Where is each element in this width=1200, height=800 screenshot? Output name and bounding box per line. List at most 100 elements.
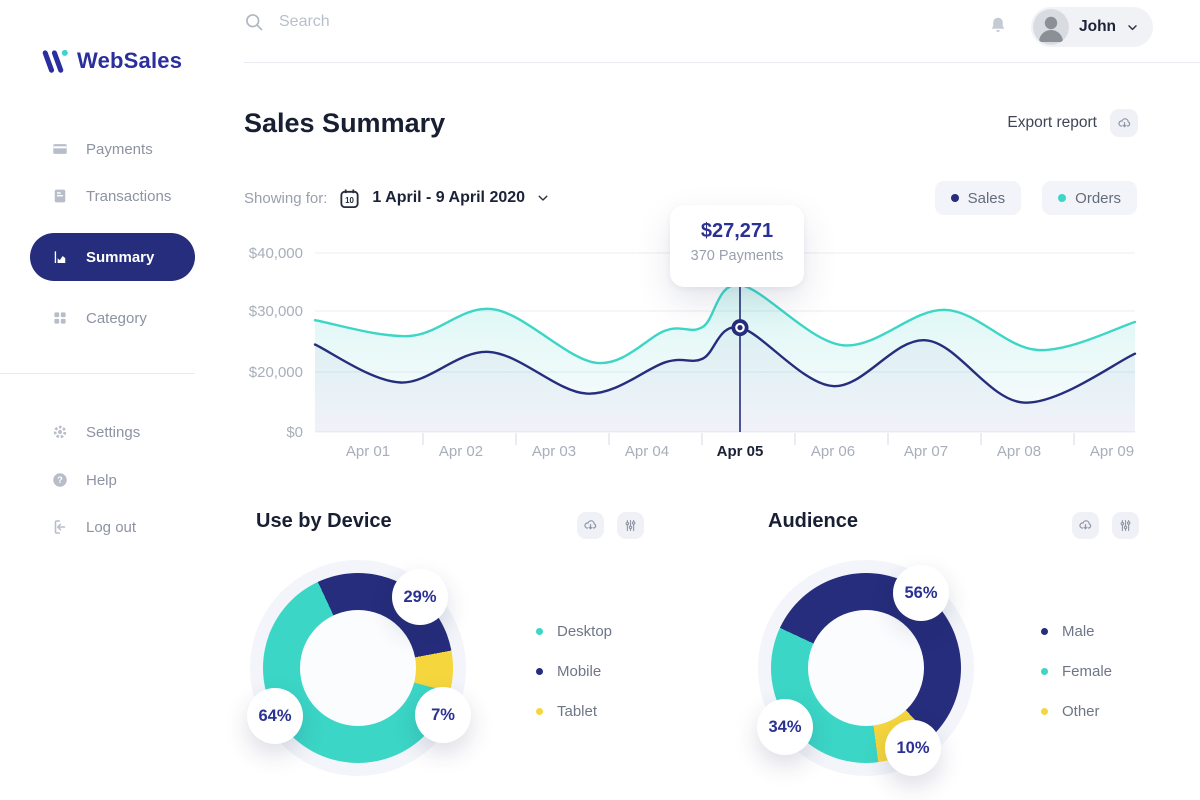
notification-bell-icon[interactable] — [987, 15, 1009, 37]
donut-badge-tablet: 7% — [415, 687, 471, 743]
legend-label: Male — [1062, 622, 1095, 640]
x-axis-label: Apr 01 — [346, 443, 390, 460]
audience-filter-button[interactable] — [1112, 512, 1139, 539]
sidebar-item-help[interactable]: ? Help — [30, 456, 195, 504]
legend-dot — [1041, 627, 1048, 635]
donut-badge-mobile: 29% — [392, 569, 448, 625]
chart-tooltip: $27,271 370 Payments — [670, 205, 804, 287]
sidebar-item-label: Log out — [86, 518, 137, 536]
device-legend: Desktop Mobile Tablet — [536, 622, 612, 720]
sidebar: WebSales Payments Transactions Summary — [0, 0, 195, 800]
area-chart-icon — [54, 251, 66, 263]
device-download-button[interactable] — [577, 512, 604, 539]
device-donut-hole — [300, 610, 416, 726]
date-range-value[interactable]: 1 April - 9 April 2020 — [372, 189, 526, 206]
credit-card-icon — [53, 144, 67, 154]
series-chip-label: Sales — [967, 189, 1006, 207]
sidebar-divider — [0, 373, 195, 374]
search-input[interactable] — [277, 12, 561, 32]
x-axis-label: Apr 02 — [439, 443, 483, 460]
gear-icon — [53, 425, 67, 439]
svg-text:?: ? — [57, 475, 63, 485]
brand-name: WebSales — [77, 48, 183, 73]
search-bar[interactable] — [244, 12, 561, 32]
series-dot — [1058, 194, 1067, 202]
websales-logo-icon — [42, 49, 68, 73]
x-axis-label: Apr 03 — [532, 443, 576, 460]
legend-label: Desktop — [557, 622, 613, 640]
tooltip-subtext: 370 Payments — [690, 248, 784, 264]
audience-panel-title: Audience — [768, 510, 859, 532]
sidebar-item-payments[interactable]: Payments — [30, 125, 195, 173]
sidebar-item-label: Summary — [86, 248, 155, 266]
sidebar-item-logout[interactable]: Log out — [30, 503, 195, 551]
legend-item-mobile[interactable]: Mobile — [536, 662, 612, 680]
audience-donut-chart[interactable] — [771, 573, 961, 763]
y-axis-label: $40,000 — [249, 245, 303, 262]
device-panel-title: Use by Device — [256, 510, 392, 532]
legend-item-desktop[interactable]: Desktop — [536, 622, 612, 640]
sliders-icon — [1120, 519, 1131, 532]
chevron-down-icon[interactable] — [536, 191, 550, 205]
sales-line — [313, 326, 1137, 404]
sliders-icon — [625, 519, 636, 532]
legend-label: Tablet — [557, 702, 598, 720]
sidebar-item-category[interactable]: Category — [30, 294, 195, 342]
device-filter-button[interactable] — [617, 512, 644, 539]
avatar — [1033, 9, 1069, 45]
topbar-divider — [244, 62, 1200, 63]
y-axis-label: $0 — [286, 424, 303, 441]
y-axis-label: $30,000 — [249, 303, 303, 320]
sidebar-item-settings[interactable]: Settings — [30, 408, 195, 456]
legend-dot — [536, 667, 543, 675]
series-chip-label: Orders — [1075, 189, 1121, 207]
cloud-download-icon — [1079, 520, 1092, 530]
x-axis-label: Apr 07 — [904, 443, 948, 460]
legend-item-other[interactable]: Other — [1041, 702, 1112, 720]
logout-icon — [54, 520, 66, 534]
x-axis-label: Apr 08 — [997, 443, 1041, 460]
sidebar-item-summary[interactable]: Summary — [30, 233, 195, 281]
legend-item-male[interactable]: Male — [1041, 622, 1112, 640]
legend-label: Mobile — [557, 662, 602, 680]
x-axis-label: Apr 05 — [717, 443, 764, 460]
sales-orders-line-chart[interactable]: $40,000 $30,000 $20,000 $0 Apr 01 Apr 02 Apr 0… — [244, 240, 1160, 470]
document-icon — [54, 189, 66, 203]
brand-logo[interactable]: WebSales — [40, 46, 182, 76]
page-title: Sales Summary — [244, 108, 446, 138]
series-legend-chips: Sales Orders — [934, 181, 1137, 215]
cloud-download-icon — [1117, 117, 1130, 127]
y-axis-label: $20,000 — [249, 364, 303, 381]
series-chip-sales[interactable]: Sales — [934, 181, 1022, 215]
x-axis-label: Apr 09 — [1090, 443, 1134, 460]
question-icon: ? — [53, 473, 67, 487]
donut-badge-female: 34% — [757, 699, 813, 755]
sidebar-item-label: Category — [86, 309, 147, 327]
legend-dot — [1041, 707, 1048, 715]
grid-icon — [54, 312, 66, 324]
legend-item-female[interactable]: Female — [1041, 662, 1112, 680]
legend-dot — [536, 707, 543, 715]
user-menu[interactable]: John — [1031, 7, 1154, 47]
series-dot — [950, 194, 959, 202]
orders-line — [313, 283, 1137, 365]
series-chip-orders[interactable]: Orders — [1042, 181, 1137, 215]
audience-donut-hole — [808, 610, 924, 726]
x-axis-label: Apr 06 — [811, 443, 855, 460]
legend-item-tablet[interactable]: Tablet — [536, 702, 612, 720]
audience-download-button[interactable] — [1072, 512, 1099, 539]
legend-label: Female — [1062, 662, 1113, 680]
orders-area — [315, 284, 1135, 432]
donut-badge-male: 56% — [893, 565, 949, 621]
date-filter-row: Showing for: 10 1 April - 9 April 2020 — [244, 184, 550, 212]
sidebar-item-label: Settings — [86, 423, 141, 441]
chevron-down-icon — [1128, 24, 1137, 30]
sidebar-item-transactions[interactable]: Transactions — [30, 172, 195, 220]
calendar-icon: 10 — [340, 188, 359, 208]
export-download-button[interactable] — [1110, 109, 1138, 137]
export-report-button[interactable]: Export report — [1007, 109, 1138, 137]
legend-dot — [536, 627, 543, 635]
user-name: John — [1079, 18, 1117, 35]
audience-legend: Male Female Other — [1041, 622, 1112, 720]
